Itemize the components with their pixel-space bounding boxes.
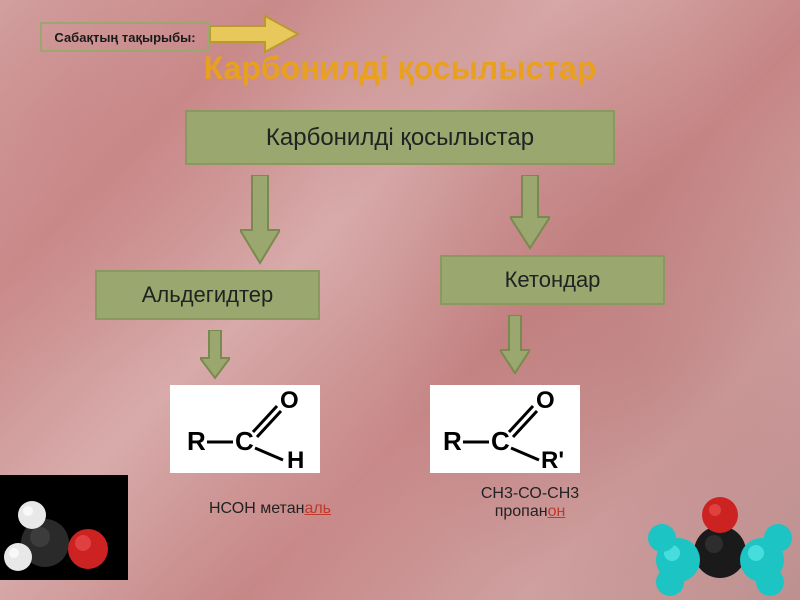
box-aldehydes: Альдегидтер <box>95 270 320 320</box>
label-propanone-formula: СН3-СО-СН3 <box>481 485 579 502</box>
label-propanone-suffix: он <box>548 503 566 520</box>
arrow-down-icon <box>240 175 280 265</box>
svg-text:C: C <box>235 426 254 456</box>
formula-ketone: R C O R' <box>430 385 580 473</box>
label-propanone: СН3-СО-СН3 пропанон <box>440 485 620 521</box>
molecule-3d-propanone <box>640 460 800 600</box>
svg-text:R: R <box>187 426 206 456</box>
svg-text:R: R <box>443 426 462 456</box>
box-ketones: Кетондар <box>440 255 665 305</box>
main-title: Карбонилді қосылыстар <box>0 50 800 87</box>
topic-arrow-icon <box>210 14 300 54</box>
topic-label: Сабақтың тақырыбы: <box>40 22 210 52</box>
label-methanal-text: НСОН метан <box>209 500 304 517</box>
label-methanal-suffix: аль <box>304 500 331 517</box>
label-methanal: НСОН метаналь <box>170 500 370 518</box>
label-propanone-name: пропан <box>495 503 548 520</box>
svg-text:H: H <box>287 447 304 470</box>
arrow-down-icon <box>500 315 530 375</box>
svg-text:C: C <box>491 426 510 456</box>
arrow-down-icon <box>510 175 550 250</box>
arrow-down-icon <box>200 330 230 380</box>
svg-text:R': R' <box>541 447 564 470</box>
box-carbonyl: Карбонилді қосылыстар <box>185 110 615 165</box>
molecule-3d-methanal <box>0 475 128 580</box>
formula-aldehyde: R C O H <box>170 385 320 473</box>
svg-text:O: O <box>536 388 555 414</box>
svg-text:O: O <box>280 388 299 414</box>
